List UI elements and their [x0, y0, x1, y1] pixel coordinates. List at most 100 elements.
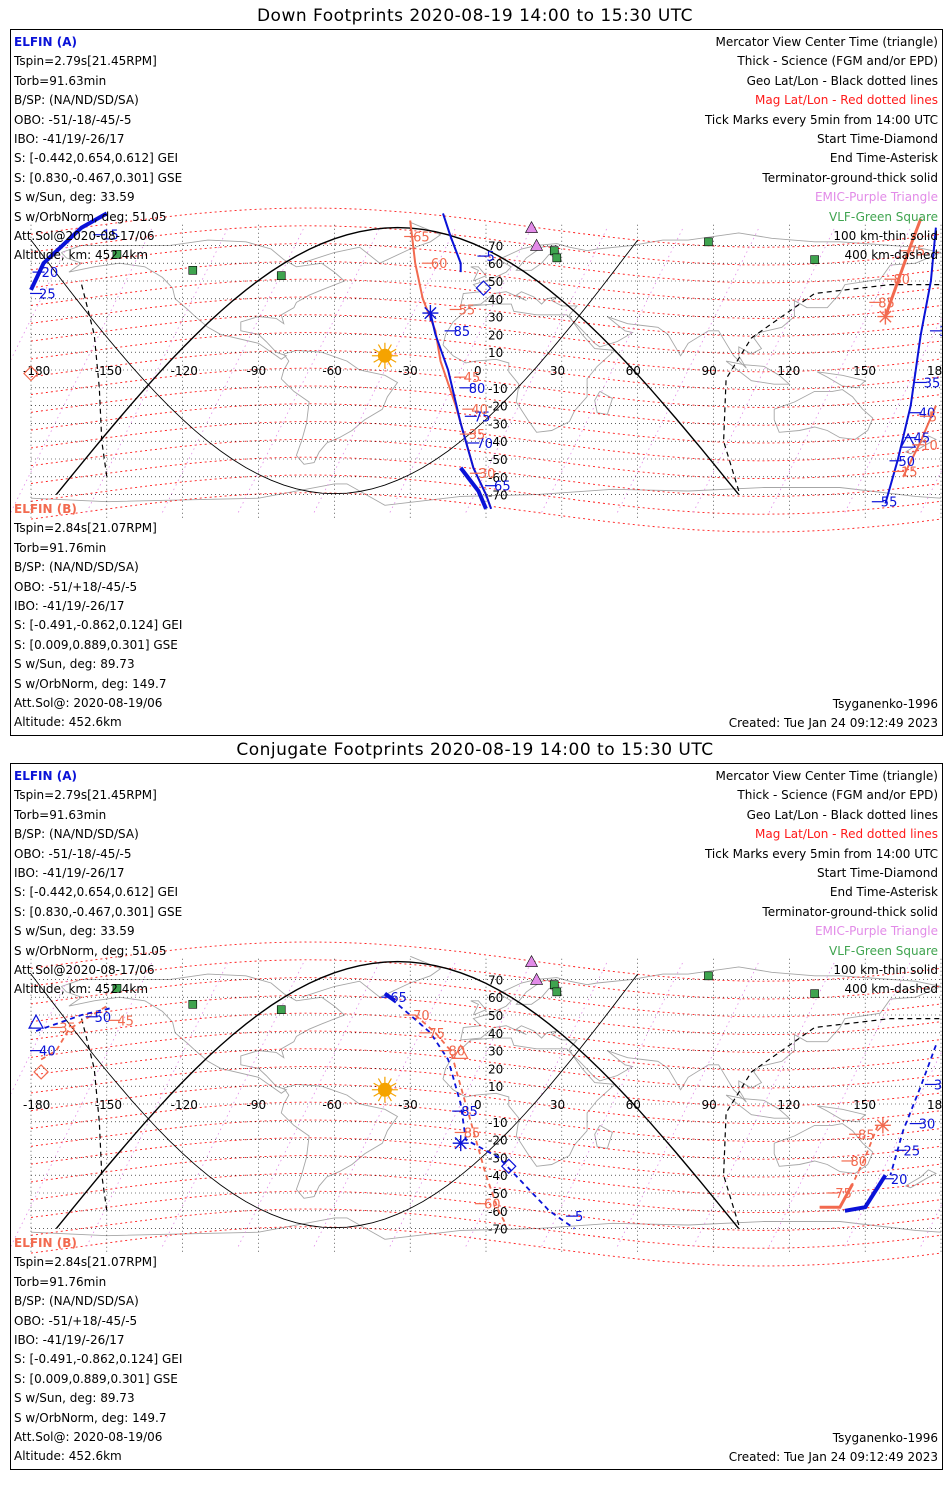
info-line: Torb=91.63min	[14, 73, 107, 88]
lat-tick-label: -60	[488, 1205, 508, 1219]
mag-meridian-line	[237, 961, 381, 1247]
track-time-label: 55	[459, 303, 476, 318]
legend-item: Tick Marks every 5min from 14:00 UTC	[704, 846, 938, 861]
info-line: S w/OrbNorm, deg: 149.7	[14, 1410, 167, 1425]
coastline	[773, 389, 874, 440]
lon-tick-label: 90	[702, 1098, 717, 1112]
mag-latitude-line	[30, 421, 942, 462]
vlf-square-icon	[552, 253, 562, 263]
end-asterisk-icon	[454, 1137, 467, 1150]
mag-latitude-line	[30, 438, 942, 480]
center-time-triangle-icon	[28, 1013, 45, 1029]
lat-tick-label: 50	[488, 275, 503, 289]
mag-latitude-line	[30, 367, 942, 408]
lon-tick-label: 150	[853, 364, 876, 378]
lon-tick-label: 180	[927, 1098, 942, 1112]
elfin-a-track	[889, 1044, 937, 1176]
track-time-label: 50	[95, 1011, 112, 1026]
mag-latitude-line	[30, 1172, 942, 1214]
track-time-label: 65	[413, 231, 430, 246]
mag-latitude-line	[30, 492, 942, 533]
map-panel-conjugate: -180 -150 -120 -90 -60 -30 0 30 60 90 120 150 180 70 6…	[10, 763, 943, 1470]
coastline	[725, 360, 791, 385]
legend: Mercator View Center Time (triangle) Thi…	[705, 767, 938, 1000]
created-label: Created: Tue Jan 24 09:12:49 2023	[728, 716, 938, 730]
terminator-400km-line	[722, 284, 941, 492]
legend-item: VLF-Green Square	[829, 943, 938, 958]
info-line: Torb=91.76min	[14, 540, 107, 555]
info-line: S: [0.009,0.889,0.301] GSE	[14, 637, 178, 652]
lon-tick-label: 0	[474, 364, 482, 378]
mag-latitude-line	[30, 456, 942, 497]
mag-meridian-line	[389, 227, 532, 513]
track-time-label: 5	[929, 410, 937, 425]
vlf-square-icon	[810, 989, 819, 998]
elfin-a-header: ELFIN (A)	[14, 769, 77, 783]
info-line: S: [-0.442,0.654,0.612] GEI	[14, 885, 179, 900]
coastline	[816, 371, 867, 389]
elfin-b-track	[40, 1005, 108, 1061]
coastline	[725, 1094, 791, 1119]
elfin-a-science-segment	[844, 1174, 888, 1213]
legend-item: 400 km-dashed	[844, 982, 938, 997]
info-line: B/SP: (NA/ND/SD/SA)	[14, 1294, 139, 1309]
lon-tick-label: -90	[247, 364, 267, 378]
track-time-label: 20	[891, 1173, 908, 1188]
lat-tick-label: 10	[488, 1080, 503, 1094]
mag-meridian-line	[768, 961, 912, 1247]
lon-tick-label: -60	[322, 1098, 342, 1112]
vlf-square-icon	[276, 1005, 286, 1014]
track-time-label: 85	[464, 1126, 481, 1141]
vlf-square-icon	[704, 971, 713, 981]
info-line: Att.Sol@: 2020-08-19/06	[14, 696, 163, 711]
mag-meridian-line	[541, 961, 684, 1247]
mag-latitude-line	[30, 474, 942, 515]
mag-latitude-line	[30, 243, 942, 284]
track-time-label: 15	[901, 465, 918, 480]
legend-item: 100 km-thin solid	[833, 229, 938, 244]
info-line: Att.Sol@2020-08-17/06	[14, 229, 155, 244]
track-time-label: 30	[939, 325, 942, 340]
track-time-label: 85	[878, 296, 895, 311]
track-time-label: 45	[464, 371, 481, 386]
map-panel-down: -180-150-120-90-60-300306090120150180706…	[10, 29, 943, 736]
elfin-b-header: ELFIN (B)	[14, 1236, 77, 1250]
terminator-line	[55, 960, 740, 1230]
elfin-b-science-segment	[819, 1183, 854, 1209]
panel-title-down: Down Footprints 2020-08-19 14:00 to 15:3…	[256, 6, 694, 26]
lat-tick-label: 10	[488, 346, 503, 360]
info-line: IBO: -41/19/-26/17	[14, 866, 125, 881]
legend-item: Start Time-Diamond	[816, 866, 938, 881]
mag-meridian-line	[11, 227, 153, 513]
mag-meridian-line	[768, 227, 912, 513]
track-time-label: 65	[494, 480, 511, 495]
info-line: Att.Sol@: 2020-08-19/06	[14, 1430, 163, 1445]
track-time-label: 85	[858, 1128, 875, 1143]
vlf-square-icon	[112, 984, 122, 993]
center-time-triangle-icon	[900, 432, 917, 448]
track-time-label: 65	[390, 991, 407, 1006]
vlf-square-icon	[276, 271, 286, 280]
info-line: S: [0.830,-0.467,0.301] GSE	[14, 904, 183, 919]
mag-latitude-line	[30, 207, 942, 248]
mag-latitude-line	[30, 403, 942, 444]
info-line: IBO: -41/19/-26/17	[14, 599, 125, 614]
legend-item: Mercator View Center Time (triangle)	[715, 769, 938, 783]
info-line: Torb=91.63min	[14, 807, 107, 822]
coastline	[594, 1125, 613, 1150]
legend-item: Mag Lat/Lon - Red dotted lines	[754, 93, 938, 108]
info-line: Att.Sol@2020-08-17/06	[14, 963, 155, 978]
emic-triangle-icon	[530, 238, 544, 251]
mag-meridian-line	[692, 961, 836, 1247]
legend-item: Geo Lat/Lon - Black dotted lines	[746, 807, 938, 822]
coastline	[60, 973, 346, 1094]
mag-meridian-line	[86, 227, 229, 513]
legend-item: VLF-Green Square	[829, 209, 938, 224]
coastline	[905, 1169, 937, 1189]
info-line: S w/Sun, deg: 89.73	[14, 657, 135, 672]
end-asterisk-icon	[424, 306, 437, 320]
lon-tick-label: -90	[247, 1098, 267, 1112]
terminator-100km-line	[30, 239, 639, 495]
info-line: Altitude, km: 452.4km	[14, 982, 149, 997]
track-time-label: 45	[117, 1014, 134, 1029]
